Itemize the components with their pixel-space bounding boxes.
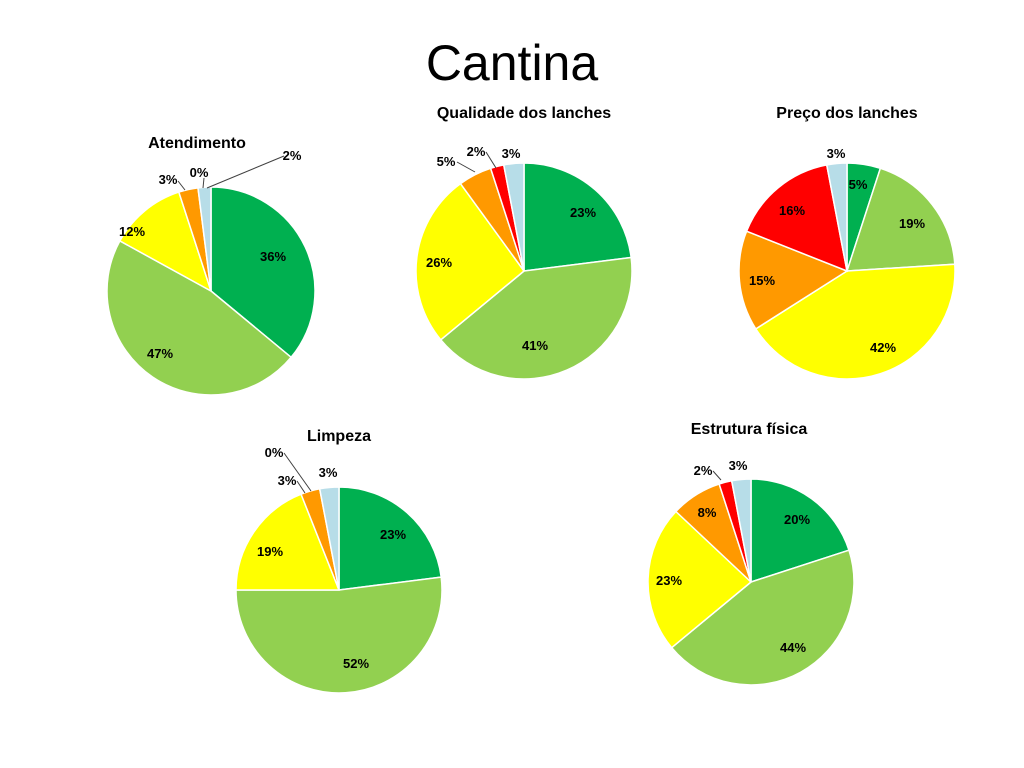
pie-slice-6	[197, 186, 212, 292]
data-label-1: 23%	[570, 205, 596, 220]
pie-slice-3	[647, 510, 753, 649]
data-label-3: 23%	[656, 573, 682, 588]
pie-slice-4	[738, 230, 849, 330]
chart-title: Qualidade dos lanches	[437, 105, 611, 122]
data-label-5: 0%	[265, 445, 284, 460]
chart-title: Preço dos lanches	[776, 105, 917, 122]
leader-line-5	[202, 177, 205, 189]
data-label-1: 20%	[784, 512, 810, 527]
pie-slice-2	[670, 549, 855, 686]
data-label-2: 47%	[147, 346, 173, 361]
chart-title: Limpeza	[307, 428, 371, 445]
data-label-4: 15%	[749, 273, 775, 288]
pie-slice-2	[106, 239, 293, 396]
pie-slice-6	[318, 486, 340, 591]
data-label-2: 52%	[343, 656, 369, 671]
leader-line-5	[283, 452, 312, 492]
data-label-5: 2%	[694, 463, 713, 478]
leader-line-5	[485, 151, 497, 169]
data-label-6: 3%	[827, 146, 846, 161]
pie-slice-2	[845, 167, 956, 272]
data-label-1: 36%	[260, 249, 286, 264]
data-label-5: 16%	[779, 203, 805, 218]
pie-slice-3	[415, 182, 526, 341]
chart-title: Atendimento	[148, 135, 246, 152]
data-label-3: 42%	[870, 340, 896, 355]
pie-chart-qualidade: Qualidade dos lanches 23% 41% 26% 5% 2% 3%	[415, 105, 633, 380]
data-label-5: 0%	[190, 165, 209, 180]
leader-line-4	[296, 480, 306, 494]
pie-slice-6	[825, 162, 848, 272]
chart-title: Estrutura física	[691, 421, 808, 438]
data-label-1: 23%	[380, 527, 406, 542]
pie-slice-5	[745, 164, 848, 273]
data-label-6: 2%	[283, 148, 302, 163]
data-label-4: 8%	[698, 505, 717, 520]
leader-line-5	[712, 470, 722, 481]
data-label-4: 5%	[437, 154, 456, 169]
data-label-2: 44%	[780, 640, 806, 655]
data-label-6: 3%	[502, 146, 521, 161]
slide-title: Cantina	[425, 35, 599, 91]
pie-slice-3	[235, 493, 341, 591]
leader-line-6	[206, 155, 285, 189]
data-label-2: 41%	[522, 338, 548, 353]
pie-slice-1	[750, 478, 850, 584]
leader-line-4	[177, 180, 186, 191]
pie-chart-estrutura: Estrutura física 20% 44% 23% 8% 2% 3%	[647, 421, 855, 686]
data-label-3: 19%	[257, 544, 283, 559]
pie-slice-1	[210, 186, 316, 359]
data-label-6: 3%	[729, 458, 748, 473]
pie-chart-limpeza: Limpeza 23% 52% 19% 3% 0% 3%	[235, 428, 443, 694]
pie-chart-atendimento: Atendimento 36% 47% 12% 3% 0% 2%	[106, 135, 316, 396]
pie-slice-6	[502, 162, 525, 272]
leader-line-4	[456, 161, 476, 173]
pie-slice-3	[754, 263, 956, 380]
pie-slice-2	[235, 576, 443, 694]
data-label-4: 3%	[159, 172, 178, 187]
pie-slice-2	[439, 256, 633, 380]
pie-slice-1	[523, 162, 632, 272]
data-label-5: 2%	[467, 144, 486, 159]
data-label-6: 3%	[319, 465, 338, 480]
data-label-3: 26%	[426, 255, 452, 270]
data-label-4: 3%	[278, 473, 297, 488]
pie-slice-1	[338, 486, 443, 591]
pie-slice-3	[118, 191, 213, 293]
pie-chart-preco: Preço dos lanches 5% 19% 42% 15% 16% 3%	[738, 105, 956, 380]
data-label-1: 5%	[849, 177, 868, 192]
data-label-2: 19%	[899, 216, 925, 231]
data-label-3: 12%	[119, 224, 145, 239]
pie-slice-6	[730, 478, 752, 583]
